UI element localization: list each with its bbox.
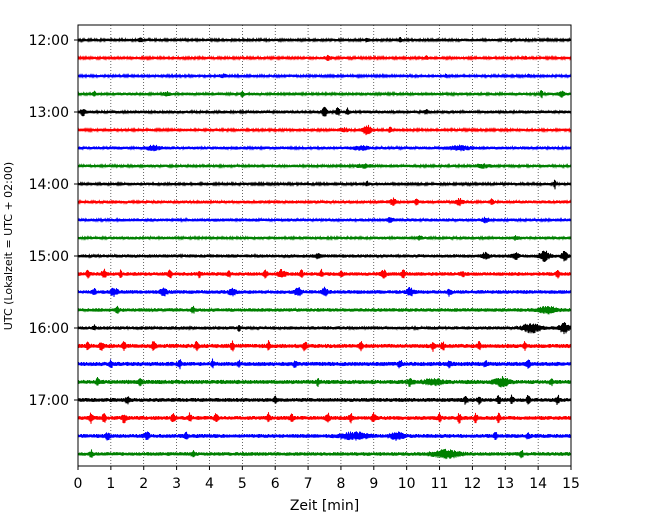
trace-1315 (77, 124, 572, 136)
x-tick-label: 9 (369, 476, 378, 492)
trace-1600 (77, 322, 572, 335)
plot-area-frame (77, 24, 572, 467)
x-tick-label: 0 (74, 476, 83, 492)
x-axis-ticks: 0 1 2 3 4 5 6 7 8 9 10 11 12 13 14 15 (74, 466, 580, 492)
y-axis-label: UTC (Lokalzeit = UTC + 02:00) (2, 162, 15, 330)
x-tick-label: 5 (238, 476, 247, 492)
x-tick-label: 8 (336, 476, 345, 492)
trace-1330 (77, 144, 572, 152)
x-tick-label: 6 (271, 476, 280, 492)
trace-1745 (77, 448, 572, 460)
x-tick-label: 14 (529, 476, 547, 492)
trace-1615 (77, 340, 572, 352)
trace-1645 (77, 376, 572, 388)
trace-1215 (77, 54, 572, 62)
x-tick-label: 7 (304, 476, 313, 492)
trace-1445 (77, 234, 572, 242)
trace-1415 (77, 197, 572, 207)
trace-1700 (77, 394, 572, 406)
x-tick-label: 11 (431, 476, 449, 492)
trace-1200 (77, 36, 572, 44)
x-tick-label: 1 (106, 476, 115, 492)
x-axis-label: Zeit [min] (290, 498, 359, 514)
trace-1400 (77, 179, 572, 190)
trace-1715 (77, 412, 572, 424)
trace-1500 (77, 250, 572, 263)
y-tick-label: 12:00 (29, 33, 69, 49)
y-tick-label: 14:00 (29, 177, 69, 193)
y-tick-label: 15:00 (29, 249, 69, 265)
trace-1245 (77, 90, 572, 99)
x-tick-label: 13 (496, 476, 514, 492)
x-tick-label: 12 (463, 476, 481, 492)
trace-1630 (77, 358, 572, 370)
trace-1545 (77, 305, 572, 315)
trace-1430 (77, 216, 572, 224)
trace-1730 (77, 431, 572, 441)
trace-1530 (77, 286, 572, 297)
trace-1515 (77, 268, 572, 279)
x-tick-label: 15 (562, 476, 580, 492)
x-tick-label: 3 (172, 476, 181, 492)
trace-lines (77, 36, 572, 460)
y-axis-ticks: 12:00 13:00 14:00 15:00 16:00 17:00 (29, 33, 78, 409)
trace-1300 (77, 106, 572, 117)
x-tick-label: 10 (398, 476, 416, 492)
trace-1345 (77, 162, 572, 170)
y-tick-label: 17:00 (29, 393, 69, 409)
x-tick-label: 4 (205, 476, 214, 492)
x-tick-label: 2 (139, 476, 148, 492)
trace-1230 (77, 72, 572, 80)
y-tick-label: 16:00 (29, 321, 69, 337)
y-tick-label: 13:00 (29, 105, 69, 121)
